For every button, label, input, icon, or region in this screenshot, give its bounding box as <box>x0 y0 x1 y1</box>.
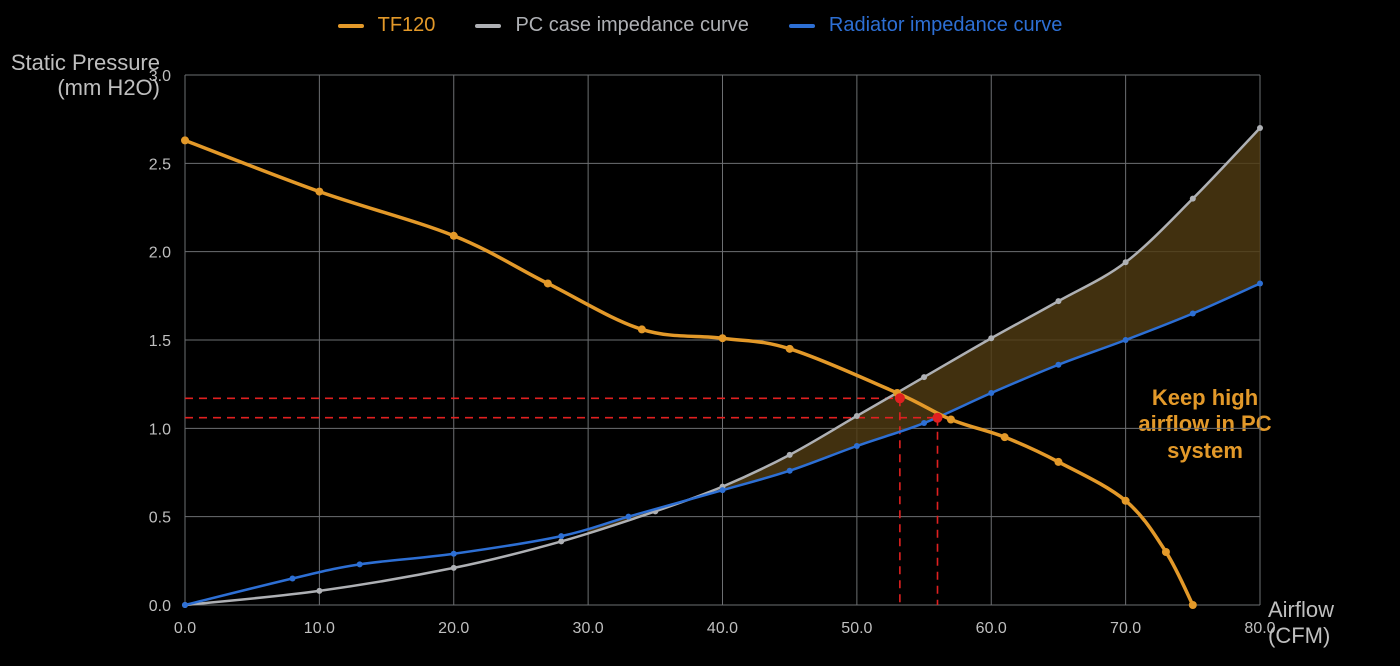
svg-text:2.0: 2.0 <box>149 245 171 262</box>
svg-text:2.5: 2.5 <box>149 156 171 173</box>
svg-text:3.0: 3.0 <box>149 68 171 85</box>
svg-text:60.0: 60.0 <box>976 620 1007 637</box>
svg-text:0.0: 0.0 <box>174 620 196 637</box>
svg-text:30.0: 30.0 <box>573 620 604 637</box>
svg-text:40.0: 40.0 <box>707 620 738 637</box>
svg-text:80.0: 80.0 <box>1244 620 1275 637</box>
svg-text:0.5: 0.5 <box>149 510 171 527</box>
svg-text:1.0: 1.0 <box>149 421 171 438</box>
chart-svg: 0.0 10.0 20.0 30.0 40.0 50.0 60.0 70.0 80.0 0.0 0.… <box>0 0 1400 666</box>
svg-text:10.0: 10.0 <box>304 620 335 637</box>
chart-stage: { "legend": { "items": [ { "label": "TF1… <box>0 0 1400 666</box>
svg-text:20.0: 20.0 <box>438 620 469 637</box>
svg-text:0.0: 0.0 <box>149 598 171 615</box>
svg-text:70.0: 70.0 <box>1110 620 1141 637</box>
svg-text:50.0: 50.0 <box>841 620 872 637</box>
svg-text:1.5: 1.5 <box>149 333 171 350</box>
